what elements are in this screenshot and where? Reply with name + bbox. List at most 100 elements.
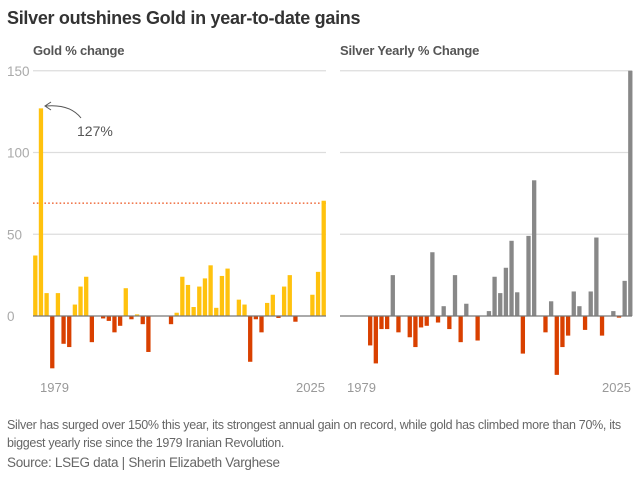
silver-bar bbox=[526, 235, 531, 316]
gold-bar bbox=[67, 316, 72, 348]
gold-bar bbox=[55, 293, 61, 316]
silver-bar bbox=[373, 316, 378, 364]
chart-title: Silver outshines Gold in year-to-date ga… bbox=[7, 8, 361, 28]
gold-bar bbox=[33, 255, 38, 316]
gold-bar bbox=[146, 316, 151, 352]
gold-bar bbox=[208, 265, 213, 316]
silver-bar bbox=[441, 306, 446, 316]
silver-bar bbox=[384, 316, 390, 330]
silver-bar bbox=[520, 316, 526, 354]
silver-bar bbox=[571, 291, 576, 316]
gold-bar bbox=[89, 316, 94, 343]
silver-bar bbox=[407, 316, 412, 338]
silver-bar bbox=[515, 292, 520, 316]
silver-bar bbox=[430, 252, 435, 316]
gold-bar bbox=[321, 200, 326, 316]
gold-bar bbox=[84, 276, 89, 316]
silver-bar bbox=[413, 316, 418, 348]
gold-bar bbox=[236, 299, 242, 316]
silver-bar bbox=[548, 301, 554, 316]
x-tick-label: 1979 bbox=[40, 380, 69, 395]
gold-bar bbox=[253, 316, 258, 320]
gold-bar bbox=[242, 304, 247, 316]
gold-bar bbox=[270, 294, 275, 316]
silver-chart-title: Silver Yearly % Change bbox=[340, 43, 480, 58]
silver-bar bbox=[498, 293, 503, 316]
charts-area: 0 50 100 150 1979 2025 1979 2025 127% bbox=[7, 64, 633, 395]
gold-bar bbox=[259, 316, 264, 333]
silver-bar bbox=[509, 240, 514, 316]
gold-bar bbox=[101, 316, 106, 319]
silver-bar bbox=[532, 180, 537, 316]
silver-bar bbox=[611, 311, 616, 316]
x-tick-label: 2025 bbox=[296, 380, 325, 395]
silver-bar bbox=[418, 316, 424, 328]
y-tick-label: 150 bbox=[7, 64, 30, 79]
silver-bar bbox=[396, 316, 401, 333]
silver-bar bbox=[379, 316, 384, 330]
gold-bar bbox=[168, 316, 174, 325]
caption: Silver has surged over 150% this year, i… bbox=[7, 418, 621, 450]
silver-bar bbox=[622, 280, 627, 316]
silver-bar bbox=[486, 311, 492, 316]
gold-bar bbox=[134, 314, 140, 316]
silver-bar bbox=[435, 316, 441, 323]
silver-bar bbox=[560, 316, 565, 348]
silver-bar bbox=[628, 70, 633, 316]
gold-bar bbox=[191, 307, 196, 316]
silver-bar bbox=[503, 267, 509, 316]
gold-bar bbox=[214, 307, 219, 316]
gold-bar bbox=[287, 275, 292, 316]
source-note: Source: LSEG data | Sherin Elizabeth Var… bbox=[7, 455, 280, 470]
gold-bar bbox=[117, 316, 123, 326]
gold-chart-title: Gold % change bbox=[33, 43, 125, 58]
gold-bar bbox=[61, 316, 66, 344]
x-tick-label: 2025 bbox=[602, 380, 631, 395]
silver-bar bbox=[458, 316, 463, 343]
silver-bar bbox=[554, 316, 559, 375]
silver-bar bbox=[594, 237, 599, 316]
gold-bar bbox=[293, 316, 298, 322]
annotation-arrow-icon bbox=[45, 105, 82, 119]
silver-bar bbox=[616, 316, 622, 318]
gold-bar bbox=[281, 286, 287, 316]
silver-bar bbox=[588, 291, 593, 316]
gold-bar bbox=[140, 316, 145, 325]
y-tick-label: 100 bbox=[7, 146, 30, 161]
gold-bar bbox=[202, 278, 208, 316]
arrowhead-icon bbox=[44, 101, 52, 111]
gold-bar bbox=[276, 316, 281, 318]
y-tick-label: 0 bbox=[7, 309, 15, 324]
gold-bar bbox=[248, 316, 253, 362]
silver-bar bbox=[565, 316, 571, 336]
silver-bar bbox=[452, 275, 458, 316]
silver-bar bbox=[492, 276, 497, 316]
gold-bar bbox=[185, 284, 191, 316]
silver-bar bbox=[582, 316, 588, 330]
silver-bar bbox=[599, 316, 605, 336]
gold-bar bbox=[78, 286, 83, 316]
silver-bar bbox=[475, 316, 480, 341]
gold-bar bbox=[72, 304, 78, 316]
gold-bar bbox=[38, 108, 44, 316]
silver-bar bbox=[464, 303, 469, 316]
silver-bar bbox=[447, 316, 452, 330]
gold-bar bbox=[197, 286, 202, 316]
silver-bar bbox=[368, 316, 373, 346]
gold-bar bbox=[106, 316, 111, 321]
silver-bar bbox=[577, 306, 582, 316]
y-tick-label: 50 bbox=[7, 227, 22, 242]
gold-bar bbox=[129, 316, 134, 320]
silver-bar bbox=[543, 316, 548, 333]
gold-bar bbox=[180, 276, 185, 316]
gold-bar bbox=[112, 316, 117, 333]
silver-bar bbox=[390, 275, 395, 316]
silver-bar bbox=[424, 316, 429, 326]
x-tick-label: 1979 bbox=[347, 380, 376, 395]
gold-bar bbox=[123, 288, 128, 316]
gold-bar bbox=[310, 294, 315, 316]
gold-bar bbox=[265, 302, 270, 316]
gold-bar bbox=[225, 268, 230, 316]
gold-bar bbox=[219, 275, 225, 316]
gold-bar bbox=[315, 271, 321, 316]
